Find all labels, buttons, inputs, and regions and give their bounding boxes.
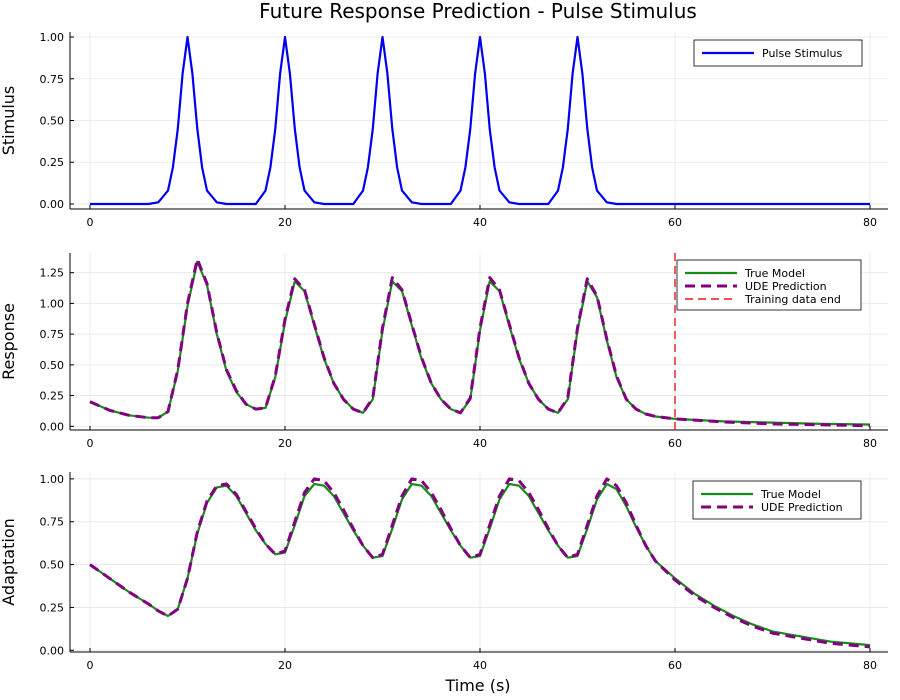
- legend-label: Pulse Stimulus: [762, 47, 843, 60]
- y-tick-label: 1.25: [40, 267, 65, 280]
- y-axis-title: Adaptation: [0, 518, 18, 606]
- y-tick-label: 0.25: [40, 601, 65, 614]
- legend-label: UDE Prediction: [761, 501, 843, 514]
- x-tick-label: 20: [278, 216, 292, 229]
- y-tick-label: 0.25: [40, 156, 65, 169]
- y-tick-label: 1.00: [40, 297, 65, 310]
- x-tick-label: 20: [278, 659, 292, 672]
- y-tick-label: 0.00: [40, 198, 65, 211]
- series-line-ude-prediction: [89, 477, 871, 649]
- legend-label: UDE Prediction: [745, 280, 827, 293]
- x-tick-label: 40: [473, 659, 487, 672]
- x-axis-title: Time (s): [444, 676, 510, 695]
- y-tick-label: 0.25: [40, 390, 65, 403]
- y-tick-label: 0.50: [40, 559, 65, 572]
- y-tick-label: 0.00: [40, 420, 65, 433]
- x-tick-label: 0: [87, 437, 94, 450]
- x-tick-label: 60: [668, 216, 682, 229]
- x-tick-label: 60: [668, 437, 682, 450]
- legend-box: [692, 480, 862, 520]
- adaptation-panel: 0 20 40 60 80 0.00 0.25 0.50 0.75 1.00 Adaptation T…: [0, 472, 888, 672]
- y-tick-label: 0.75: [40, 328, 65, 341]
- x-tick-label: 20: [278, 437, 292, 450]
- x-tick-label: 40: [473, 437, 487, 450]
- legend-label: Training data end: [744, 293, 841, 306]
- x-tick-label: 80: [863, 216, 877, 229]
- series-line-ude-prediction: [89, 257, 871, 428]
- legend-label: True Model: [744, 267, 805, 280]
- series-line-pulse-stimulus: [90, 35, 870, 206]
- y-tick-label: 0.00: [40, 644, 65, 657]
- x-tick-label: 40: [473, 216, 487, 229]
- x-tick-label: 80: [863, 437, 877, 450]
- y-axis-title: Response: [0, 303, 18, 380]
- y-tick-label: 0.50: [40, 115, 65, 128]
- y-axis-title: Stimulus: [0, 86, 18, 156]
- y-tick-label: 0.50: [40, 359, 65, 372]
- chart-title: Future Response Prediction - Pulse Stimu…: [259, 0, 697, 23]
- x-tick-label: 60: [668, 659, 682, 672]
- stimulus-panel: 0 20 40 60 80 0.00 0.25 0.50 0.75 1.00 Stimulus Pul…: [0, 31, 888, 229]
- response-panel: 0 20 40 60 80 0.00 0.25 0.50 0.75 1.00 1.25 Respons…: [0, 253, 888, 450]
- y-tick-label: 1.00: [40, 31, 65, 44]
- legend: Pulse Stimulus: [693, 39, 863, 67]
- y-tick-label: 0.75: [40, 516, 65, 529]
- x-tick-label: 0: [87, 659, 94, 672]
- x-tick-label: 0: [87, 216, 94, 229]
- x-tick-label: 80: [863, 659, 877, 672]
- legend-label: True Model: [760, 488, 821, 501]
- y-tick-label: 1.00: [40, 473, 65, 486]
- y-tick-label: 0.75: [40, 73, 65, 86]
